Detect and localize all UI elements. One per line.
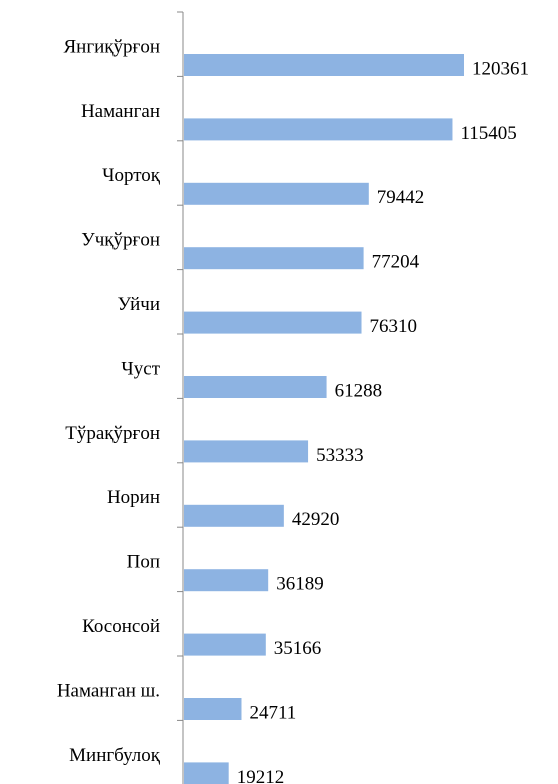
value-label: 115405	[460, 123, 516, 144]
category-label: Наманган ш.	[57, 680, 160, 701]
bar	[184, 376, 327, 398]
bar	[184, 569, 269, 592]
category-label: Наманган	[81, 101, 160, 122]
bar	[184, 182, 369, 205]
bar	[184, 633, 266, 656]
category-label: Поп	[127, 552, 160, 573]
category-label: Чортоқ	[102, 165, 161, 186]
category-label: Янгиқўрғон	[64, 36, 161, 57]
category-label: Мингбулоқ	[69, 745, 161, 766]
value-label: 53333	[316, 445, 364, 466]
category-label: Норин	[107, 487, 160, 508]
value-label: 24711	[249, 702, 296, 723]
category-label: Косонсой	[82, 616, 160, 637]
bar	[184, 118, 453, 141]
value-label: 36189	[276, 574, 324, 595]
value-label: 79442	[377, 187, 425, 208]
value-label: 120361	[472, 58, 529, 79]
value-label: 19212	[237, 767, 285, 784]
category-label: Тўрақўрғон	[65, 423, 160, 444]
bar	[184, 698, 242, 720]
bar	[184, 440, 309, 463]
bar	[184, 504, 284, 527]
category-label: Чуст	[121, 358, 160, 379]
bar	[184, 311, 362, 334]
bar	[184, 54, 464, 76]
value-label: 42920	[292, 509, 340, 530]
bar	[184, 247, 364, 270]
value-label: 77204	[372, 252, 420, 273]
bar	[184, 762, 229, 784]
category-label: Уйчи	[118, 294, 160, 315]
value-label: 61288	[335, 380, 383, 401]
value-label: 35166	[274, 638, 322, 659]
category-label: Учқўрғон	[81, 230, 160, 251]
value-label: 76310	[370, 316, 418, 337]
